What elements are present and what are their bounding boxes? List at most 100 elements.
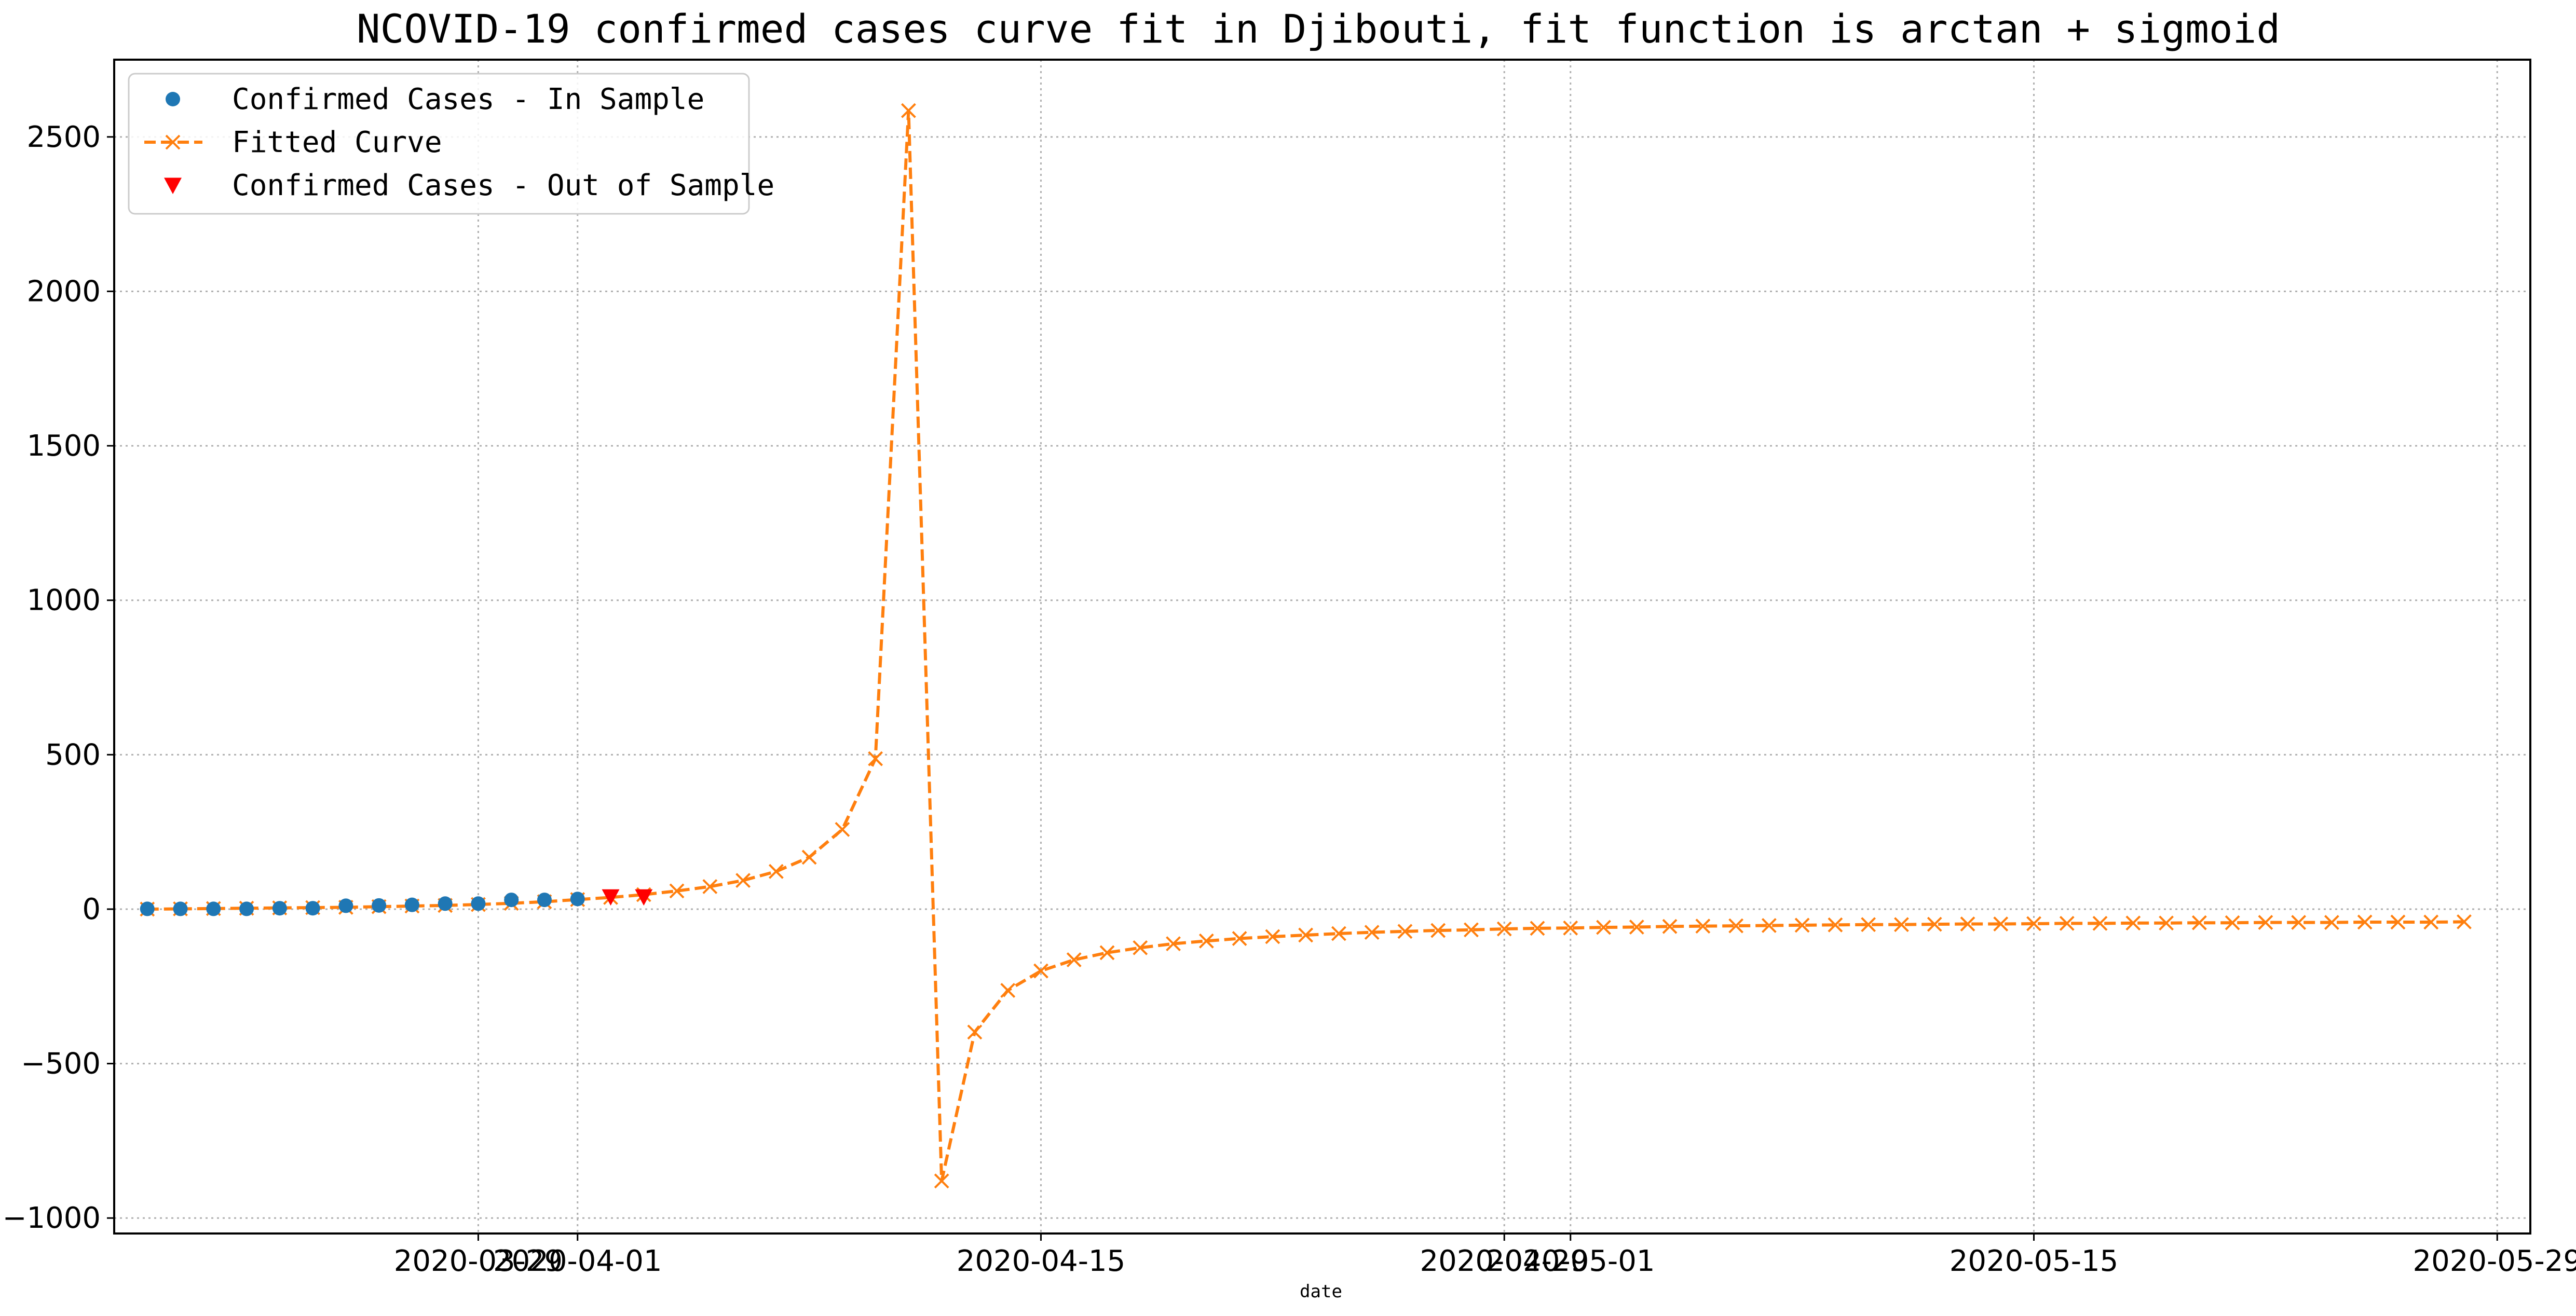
fitted-curve-point [1662,919,1678,934]
legend-marker-fitted-x [165,134,181,150]
fitted-curve-point [1629,920,1644,935]
in-sample-point [471,896,486,911]
y-tick-label: 2000 [26,275,101,308]
in-sample-point [537,893,552,908]
fitted-curve-point [669,883,685,899]
fitted-curve-point [1496,921,1512,937]
x-tick-label: 2020-04-15 [957,1244,1125,1278]
fitted-curve-point [2059,915,2075,931]
y-tick-label: 0 [82,893,101,926]
in-sample-point [338,898,353,913]
fitted-curve-point [2457,914,2472,929]
fitted-curve-point [2357,914,2373,930]
y-tick-label: 2500 [26,120,101,154]
x-tick-label: 2020-03-29 [394,1244,563,1278]
fitted-curve-point [1066,952,1082,968]
fitted-curve-point [1364,925,1380,940]
fitted-curve-point [1099,945,1115,961]
in-sample-point [140,901,155,916]
out-of-sample-point [602,889,620,906]
fitted-curve-point [1198,933,1214,949]
fitted-curve-point [1728,918,1744,934]
fitted-curve-line [147,111,2464,1182]
in-sample-point [206,901,221,916]
legend: Confirmed Cases - In Sample Fitted Curve… [128,73,774,215]
fitted-curve-point [1993,916,2009,931]
fitted-curve-point [768,863,784,879]
y-tick-label: 1000 [26,584,101,618]
x-tick-label: 2020-05-01 [1486,1244,1655,1278]
fitted-curve-point [1298,927,1314,943]
fitted-curve-point [2092,915,2108,931]
in-sample-point [239,901,254,916]
legend-box [128,73,750,215]
legend-entry-in-sample: Confirmed Cases - In Sample [232,83,704,116]
y-tick-label: 1500 [26,429,101,463]
in-sample-point [372,898,387,913]
fitted-curve-point [735,873,751,888]
tick-layer: −1000−500050010001500200025002020-03-292… [3,120,2576,1278]
in-sample-point [504,893,519,908]
fitted-curve-point [801,849,817,865]
fitted-curve-point [1596,920,1611,935]
fitted-curve-point [901,103,916,118]
fitted-curve-point [1166,936,1181,952]
x-tick-label: 2020-05-29 [2413,1244,2576,1278]
legend-marker-out-of-sample [164,177,182,194]
fitted-curve-point [2324,915,2339,930]
y-tick-label: −500 [21,1047,101,1081]
fitted-curve-point [2291,915,2307,930]
legend-entry-fitted-curve: Fitted Curve [232,126,442,159]
legend-markers [144,92,202,194]
in-sample-point [272,901,287,916]
plot-frame [113,59,2531,1235]
fitted-curve-point [1861,917,1876,933]
in-sample-point [438,896,453,911]
fitted-curve-point [2258,915,2273,930]
fitted-curve-point [1464,922,1479,938]
fitted-curve-point [868,751,883,766]
in-sample-point [570,892,585,907]
fitted-curve-point [2390,914,2406,930]
fitted-curve-point [2026,916,2041,931]
y-tick-label: −1000 [3,1201,101,1235]
x-tick-label: 2020-04-01 [493,1244,662,1278]
fitted-curve-point [1894,917,1909,933]
x-tick-label: 2020-04-29 [1420,1244,1588,1278]
fitted-curve-point [835,821,850,837]
grid-layer [114,60,2530,1233]
fitted-curve-point [1265,929,1280,944]
fitted-curve-point [1331,926,1346,941]
fitted-curve-point [702,879,718,894]
fitted-curve-point [1794,917,1810,933]
legend-entry-out-of-sample: Confirmed Cases - Out of Sample [232,169,774,202]
series-layer [140,103,2472,1189]
y-tick-label: 500 [45,738,101,772]
fitted-curve-point [2225,915,2240,930]
fitted-curve-point [967,1024,983,1040]
fitted-curve-point [1530,921,1545,936]
fitted-curve-point [1563,920,1578,936]
fitted-curve-point [2423,914,2439,930]
chart-title: NCOVID-19 confirmed cases curve fit in D… [357,6,2280,52]
fitted-curve-point [1397,924,1413,939]
fitted-curve-point [2125,915,2141,931]
fitted-curve-point [1695,919,1711,934]
fitted-curve-point [2159,915,2174,931]
out-of-sample-point [635,889,653,906]
fitted-curve-point [1033,963,1048,979]
in-sample-point [305,901,320,916]
fitted-curve-point [1000,983,1016,998]
x-tick-label: 2020-05-15 [1950,1244,2118,1278]
fitted-curve-point [1430,923,1446,938]
fitted-curve-point [1828,917,1843,933]
in-sample-point [173,901,188,916]
fitted-curve-point [934,1173,949,1189]
fitted-curve-point [1960,916,1975,931]
fitted-curve-point [1133,940,1148,955]
fitted-curve-point [1232,931,1247,946]
fitted-curve-point [1927,916,1942,932]
legend-marker-in-sample [166,92,180,106]
fitted-curve-point [2191,915,2207,930]
